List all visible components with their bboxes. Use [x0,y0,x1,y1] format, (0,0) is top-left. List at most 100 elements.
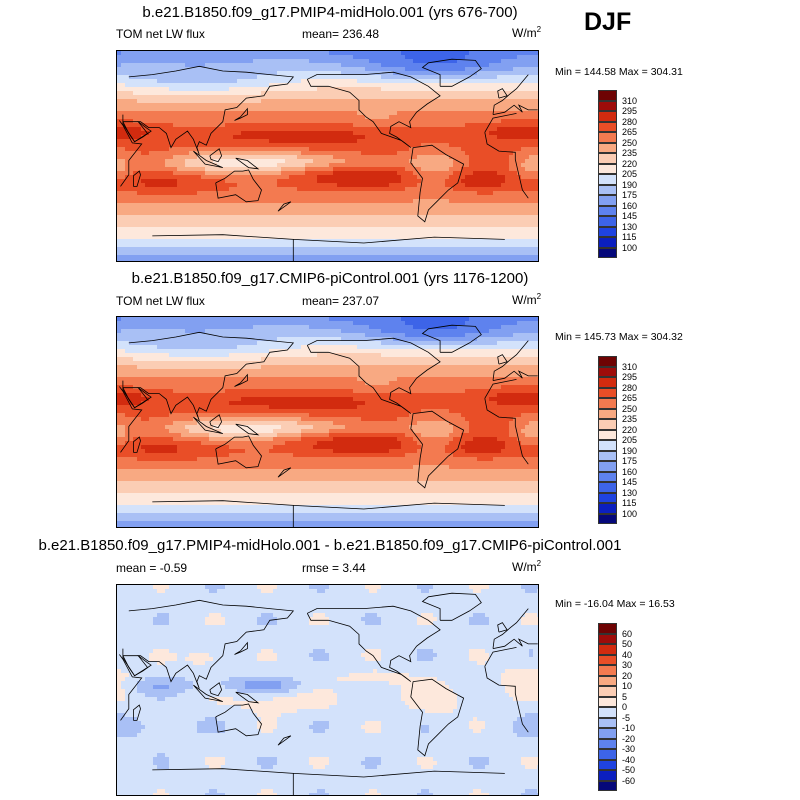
colorbar-tick-label: 175 [622,456,638,466]
colorbar-tick-label: 190 [622,179,638,190]
colorbar-tick-label: 175 [622,190,638,200]
colorbar-tick-label: 295 [622,372,638,382]
colorbar-tick-label: 235 [622,148,638,158]
coastlines [119,58,538,261]
colorbar-cell [598,195,617,206]
colorbar-cell [598,132,617,143]
colorbar-cell [598,408,617,419]
coastline [306,337,441,414]
coastline [277,735,292,746]
coastline [497,88,508,99]
panel1-map [116,50,539,262]
colorbar-cell [598,654,617,665]
coastline [484,132,529,199]
colorbar-tick-label: -10 [622,723,636,733]
colorbar-cell [598,184,617,195]
colorbar-tick-label: 40 [622,649,633,660]
colorbar-tick-label: 220 [622,158,638,169]
coastline [492,74,529,115]
coastline [421,592,482,621]
panel1-unit-label: W/m2 [512,25,542,40]
coastline [234,107,248,121]
panel3-rmse-label: rmse = 3.44 [302,561,366,575]
colorbar-cell [598,450,617,461]
panel1-colorbar: 100 115 130 145 160 175 190 205 220 235 250 265 280 2… [598,90,637,258]
coastline [421,58,482,87]
colorbar-cell [598,717,617,728]
colorbar-tick-label: 250 [622,137,638,148]
coastline [193,416,223,434]
coastline [132,436,141,453]
coastline [235,691,260,704]
colorbar-tick-label: 205 [622,169,638,179]
colorbar-tick-label: 205 [622,435,638,445]
panel2-minmax-label: Min = 145.73 Max = 304.32 [555,331,683,343]
colorbar-tick-label: -60 [622,775,636,786]
colorbar-cell [598,696,617,707]
colorbar-tick-label: -30 [622,744,636,754]
colorbar-cell [598,237,617,248]
coastline [122,121,152,143]
coastline [209,682,223,697]
coastline [492,608,529,649]
colorbar-cell [598,440,617,451]
panel1-title: b.e21.B1850.f09_g17.PMIP4-midHolo.001 (y… [142,4,518,21]
colorbar-cell [598,780,617,791]
map-svg [117,51,538,261]
coastline [119,120,143,187]
colorbar-tick-label: 130 [622,221,638,232]
panel1-mean-label: mean= 236.48 [302,27,380,41]
panel1-variable-label: TOM net LW flux [116,27,205,41]
colorbar-tick-label: 265 [622,127,638,137]
colorbar-cell [598,675,617,686]
coastline [209,148,223,163]
colorbar-cell [598,153,617,164]
coastline [277,201,292,212]
panel2-variable-label: TOM net LW flux [116,294,205,308]
coastline [152,500,294,527]
colorbar-cell [598,482,617,493]
coastline [497,622,508,633]
coastline [122,655,152,677]
colorbar-cell [598,90,617,101]
colorbar-tick-label: 250 [622,403,638,414]
coastline [421,324,482,353]
colorbar-tick-label: 280 [622,116,638,127]
colorbar-cell [598,398,617,409]
coastline [132,704,141,721]
coastline [306,71,441,148]
coastline [235,157,260,170]
colorbar-tick-label: 160 [622,466,638,477]
colorbar-cell [598,770,617,781]
coastline [293,502,505,510]
panel3-colorbar: -60 -50 -40 -30 -20 -10 -5 0 5 10 20 30 40 50 60 [598,623,635,791]
colorbar-tick-label: 280 [622,382,638,393]
panel1-minmax-label: Min = 144.58 Max = 304.31 [555,66,683,78]
panel2-map [116,316,539,528]
coastline [484,379,517,399]
coastline [293,770,505,778]
coastline [122,599,295,689]
panel3-map [116,584,539,796]
colorbar-cell [598,633,617,644]
colorbar-cell [598,387,617,398]
colorbar-tick-label: 265 [622,393,638,403]
colorbar-cell [598,503,617,514]
colorbar-tick-label: 190 [622,445,638,456]
coastline [215,435,262,469]
coastline [410,678,465,757]
colorbar-tick-label: 145 [622,211,638,221]
map-svg [117,585,538,795]
colorbar-cell [598,142,617,153]
colorbar-cell [598,728,617,739]
colorbar-tick-label: 160 [622,200,638,211]
coastline [410,410,465,489]
colorbar-cell [598,356,617,367]
panel2-colorbar: 100 115 130 145 160 175 190 205 220 235 250 265 280 2… [598,356,637,524]
coastline [410,144,465,223]
coastline [492,370,538,381]
coastline [152,768,294,795]
coastline [234,641,248,655]
field-contours [117,51,538,261]
coastlines [119,592,538,795]
